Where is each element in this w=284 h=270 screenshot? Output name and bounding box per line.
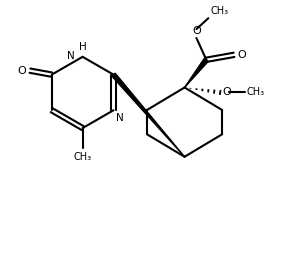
Text: O: O bbox=[17, 66, 26, 76]
Text: N: N bbox=[116, 113, 124, 123]
Text: CH₃: CH₃ bbox=[74, 152, 92, 162]
Text: CH₃: CH₃ bbox=[247, 87, 265, 97]
Text: O: O bbox=[237, 50, 246, 60]
Polygon shape bbox=[185, 58, 208, 87]
Text: O: O bbox=[222, 87, 231, 97]
Polygon shape bbox=[112, 73, 185, 157]
Text: O: O bbox=[192, 26, 201, 36]
Text: CH₃: CH₃ bbox=[210, 6, 228, 16]
Text: H: H bbox=[79, 42, 87, 52]
Text: N: N bbox=[67, 51, 75, 61]
